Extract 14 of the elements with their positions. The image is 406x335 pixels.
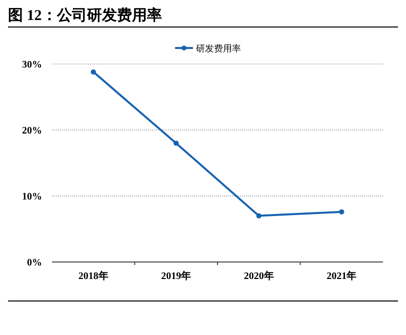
x-tick-label: 2018年 [78, 270, 108, 282]
legend-label: 研发费用率 [196, 44, 241, 54]
point [256, 213, 262, 218]
point [174, 140, 179, 146]
y-tick-label: 0% [27, 258, 42, 268]
x-tick-label: 2019年 [161, 270, 192, 282]
point [339, 209, 344, 214]
x-tick-label: 2020年 [244, 270, 274, 282]
y-tick-label: 20% [22, 126, 42, 136]
x-tick-label: 2021年 [326, 270, 357, 282]
y-tick-label: 30% [22, 60, 42, 70]
chart-title: 图 12：公司研发费用率 [8, 6, 162, 24]
y-tick-label: 10% [22, 192, 42, 202]
point [90, 69, 96, 75]
